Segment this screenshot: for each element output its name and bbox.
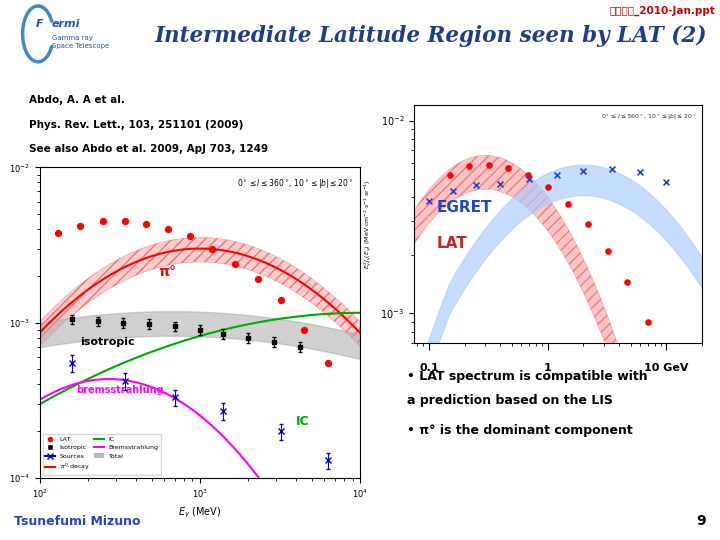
Text: See also Abdo et al. 2009, ApJ 703, 1249: See also Abdo et al. 2009, ApJ 703, 1249	[29, 144, 268, 154]
Point	[119, 217, 130, 226]
Text: π°: π°	[158, 265, 176, 279]
Legend: LAT, Isotropic, Sources, $\pi^0$-decay, IC, Bremsstrahlung, Total: LAT, Isotropic, Sources, $\pi^0$-decay, …	[42, 434, 161, 475]
Text: 0.1: 0.1	[419, 363, 438, 373]
Point	[495, 179, 506, 188]
Point	[98, 217, 109, 226]
Text: Intermediate Latitude Region seen by LAT (2): Intermediate Latitude Region seen by LAT…	[155, 25, 708, 47]
Point	[602, 247, 613, 255]
Point	[563, 199, 575, 208]
Point	[464, 162, 475, 171]
Point	[322, 359, 333, 367]
Point	[275, 295, 287, 304]
Point	[252, 275, 264, 284]
Text: Space Telescope: Space Telescope	[52, 43, 109, 49]
Point	[660, 359, 672, 367]
Text: isotropic: isotropic	[81, 337, 135, 347]
Y-axis label: $E_\gamma^2 J_\gamma(E_\gamma)$ (MeV cm$^{-2}$ s$^{-1}$ sr$^{-1}$): $E_\gamma^2 J_\gamma(E_\gamma)$ (MeV cm$…	[363, 179, 374, 269]
Text: ermi: ermi	[52, 19, 81, 29]
Text: EGRET: EGRET	[437, 200, 492, 215]
Point	[299, 326, 310, 334]
Point	[423, 197, 435, 206]
X-axis label: $E_\gamma$ (MeV): $E_\gamma$ (MeV)	[178, 505, 222, 520]
Point	[447, 187, 459, 195]
Point	[140, 220, 151, 228]
Text: 1: 1	[544, 363, 552, 373]
Text: bremsstrahlung: bremsstrahlung	[76, 386, 164, 395]
Text: Tsunefumi Mizuno: Tsunefumi Mizuno	[14, 515, 141, 528]
Text: • LAT spectrum is compatible with: • LAT spectrum is compatible with	[407, 370, 647, 383]
Point	[541, 183, 553, 192]
Text: LAT: LAT	[437, 236, 468, 251]
Point	[502, 163, 513, 172]
Text: $0^\circ \leq l \leq 360^\circ$, $10^\circ \leq |b| \leq 20^\circ$: $0^\circ \leq l \leq 360^\circ$, $10^\ci…	[238, 177, 354, 190]
Point	[229, 259, 240, 268]
Text: • π° is the dominant component: • π° is the dominant component	[407, 424, 633, 437]
Point	[642, 318, 654, 326]
Text: 論文紹介_2010-Jan.ppt: 論文紹介_2010-Jan.ppt	[609, 6, 715, 16]
Point	[634, 168, 646, 177]
Point	[184, 232, 196, 241]
Point	[470, 181, 482, 190]
Point	[162, 225, 174, 233]
Point	[207, 244, 218, 253]
Text: IC: IC	[296, 415, 310, 428]
Point	[582, 220, 594, 228]
Point	[577, 166, 589, 175]
Point	[660, 178, 672, 186]
Point	[444, 171, 456, 179]
Point	[522, 171, 534, 179]
Point	[52, 228, 63, 237]
Point	[75, 221, 86, 230]
Y-axis label: $E_\gamma^2 J_\gamma(E_\gamma)$ (MeV cm$^{-2}$ s$^{-1}$ sr$^{-1}$): $E_\gamma^2 J_\gamma(E_\gamma)$ (MeV cm$…	[0, 268, 4, 377]
Point	[523, 174, 535, 183]
Text: Gamma ray: Gamma ray	[52, 35, 93, 41]
Point	[606, 165, 618, 173]
Text: a prediction based on the LIS: a prediction based on the LIS	[407, 394, 613, 407]
Text: F: F	[36, 19, 44, 29]
Text: Abdo, A. A et al.: Abdo, A. A et al.	[29, 95, 125, 105]
Point	[483, 160, 495, 169]
Text: 10 GeV: 10 GeV	[644, 363, 688, 373]
Text: $0^\circ \leq l \leq 360^\circ$, $10^\circ \leq |b| \leq 20^\circ$: $0^\circ \leq l \leq 360^\circ$, $10^\ci…	[601, 112, 696, 123]
Point	[552, 171, 563, 179]
Text: Phys. Rev. Lett., 103, 251101 (2009): Phys. Rev. Lett., 103, 251101 (2009)	[29, 120, 243, 130]
Text: 9: 9	[696, 514, 706, 528]
Point	[621, 278, 633, 286]
